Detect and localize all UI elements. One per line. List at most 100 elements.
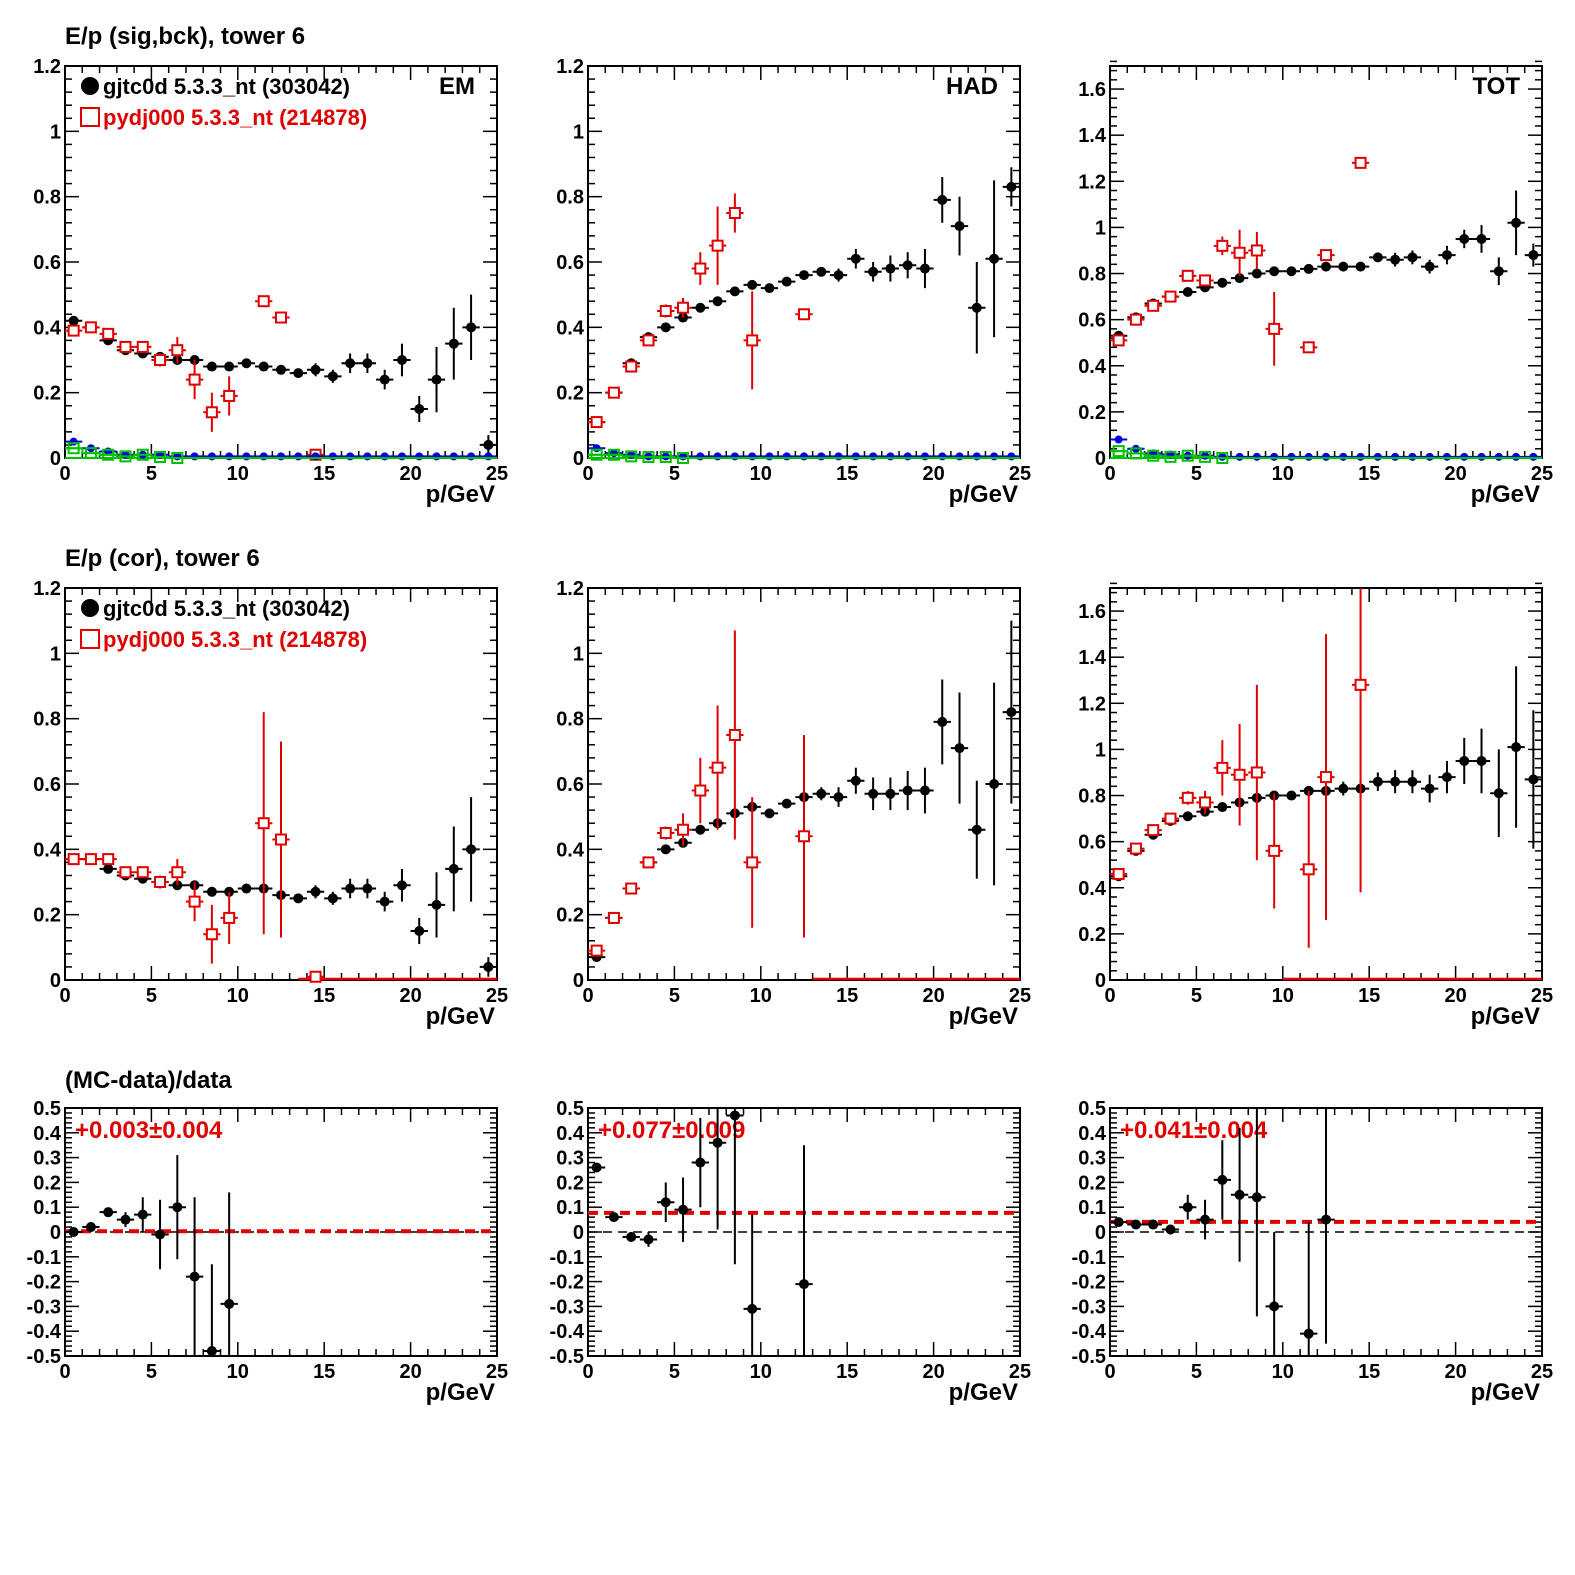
bck-point <box>136 448 149 461</box>
x-tick-label: 15 <box>313 463 335 485</box>
sig-point <box>190 452 199 461</box>
corner-label: EM <box>439 73 475 100</box>
data-point <box>206 361 217 372</box>
sig-point <box>1408 452 1417 461</box>
sig-point <box>955 452 964 461</box>
series-mc <box>65 295 325 461</box>
mc-point <box>84 853 97 866</box>
x-tick-label: 0 <box>582 1361 593 1383</box>
y-tick-label: -0.4 <box>1072 1321 1107 1343</box>
sig-point <box>1529 452 1538 461</box>
legend-marker-data <box>81 599 99 617</box>
data-point <box>816 788 827 799</box>
y-tick-label: 0.2 <box>556 905 584 927</box>
sig-point <box>1373 452 1382 461</box>
x-axis-label: p/GeV <box>1471 1379 1540 1406</box>
data-point <box>954 743 965 754</box>
sig-point <box>990 452 999 461</box>
x-tick-label: 5 <box>669 1361 680 1383</box>
y-tick-label: 0.4 <box>33 317 62 339</box>
mc-point <box>1129 842 1142 855</box>
data-point <box>1528 774 1539 785</box>
mc-point <box>1250 244 1263 257</box>
mc-point <box>257 817 270 830</box>
data-point <box>379 374 390 385</box>
x-tick-label: 10 <box>1272 985 1294 1007</box>
y-tick-label: 0.8 <box>1078 264 1106 286</box>
data-point <box>68 315 79 326</box>
data-point <box>902 260 913 271</box>
data-point <box>68 1227 79 1237</box>
x-tick-label: 5 <box>1191 463 1202 485</box>
data-point <box>1493 266 1504 277</box>
x-tick-label: 10 <box>750 463 772 485</box>
data-point <box>643 1234 654 1245</box>
bck-point <box>677 452 690 464</box>
data-point <box>1217 802 1228 813</box>
data-point <box>206 1346 217 1357</box>
sig-point <box>346 452 355 461</box>
x-tick-label: 0 <box>1104 985 1115 1007</box>
data-point <box>466 322 477 333</box>
data-point <box>224 1298 235 1309</box>
x-tick-label: 15 <box>836 985 858 1007</box>
y-tick-label: 1 <box>50 121 61 143</box>
fit-label: +0.041±0.004 <box>1120 1117 1268 1144</box>
data-point <box>747 279 758 290</box>
mc-point <box>1164 290 1177 303</box>
data-point <box>989 253 1000 264</box>
series-mc <box>588 630 813 957</box>
x-axis-label: p/GeV <box>1471 1003 1540 1030</box>
y-tick-label: 1 <box>1095 217 1106 239</box>
y-tick-label: 0.4 <box>33 839 62 861</box>
sig-point <box>800 452 808 461</box>
chart-panel-0-2: 0 5 10 15 20 25 0 0.2 0.4 0.6 0.8 1 1.2 1.4 1.6 p/GeV TO… <box>1078 60 1553 508</box>
mc-point <box>119 866 132 879</box>
data-point <box>747 1303 758 1314</box>
mc-point <box>590 416 603 429</box>
y-tick-label: -0.2 <box>1072 1272 1106 1294</box>
y-tick-label: -0.5 <box>27 1346 61 1368</box>
bck-point <box>1181 449 1194 462</box>
data-point <box>1338 261 1349 272</box>
y-tick-label: 0 <box>1095 1222 1106 1244</box>
sig-point <box>1460 452 1469 461</box>
y-tick-label: 0.4 <box>1078 356 1107 378</box>
mc-point <box>1181 269 1194 282</box>
data-point <box>971 824 982 835</box>
data-point <box>1459 755 1470 766</box>
data-point <box>781 276 792 287</box>
bck-point <box>625 450 638 463</box>
bck-point <box>642 451 655 464</box>
sig-point <box>1252 452 1261 461</box>
data-point <box>695 302 706 313</box>
y-tick-label: 0 <box>1095 970 1106 992</box>
y-tick-label: -0.2 <box>550 1272 584 1294</box>
sig-point <box>1235 452 1244 461</box>
sig-point <box>1322 452 1330 461</box>
corner-label: HAD <box>946 73 998 100</box>
sig-point <box>748 452 757 461</box>
y-tick-label: 0.5 <box>33 1098 61 1120</box>
sig-point <box>207 452 216 461</box>
data-point <box>695 1157 706 1168</box>
data-point <box>868 788 879 799</box>
mc-point <box>1112 867 1125 880</box>
data-point <box>1251 268 1262 279</box>
mc-point <box>102 327 115 340</box>
x-tick-label: 25 <box>486 463 508 485</box>
y-tick-label: 0.2 <box>1078 1172 1106 1194</box>
bck-point <box>1199 450 1212 463</box>
y-tick-label: -0.1 <box>550 1247 584 1269</box>
mc-point <box>205 928 218 941</box>
y-tick-label: 1 <box>50 643 61 665</box>
mc-point <box>1320 771 1332 784</box>
series-bck <box>1110 445 1542 464</box>
x-tick-label: 15 <box>313 1361 335 1383</box>
y-tick-label: 0.8 <box>1078 786 1106 808</box>
data-point <box>379 896 390 907</box>
x-axis-label: p/GeV <box>426 481 495 508</box>
x-tick-label: 20 <box>399 463 421 485</box>
row-title-cor: E/p (cor), tower 6 <box>65 545 260 572</box>
sig-point <box>1512 452 1521 461</box>
